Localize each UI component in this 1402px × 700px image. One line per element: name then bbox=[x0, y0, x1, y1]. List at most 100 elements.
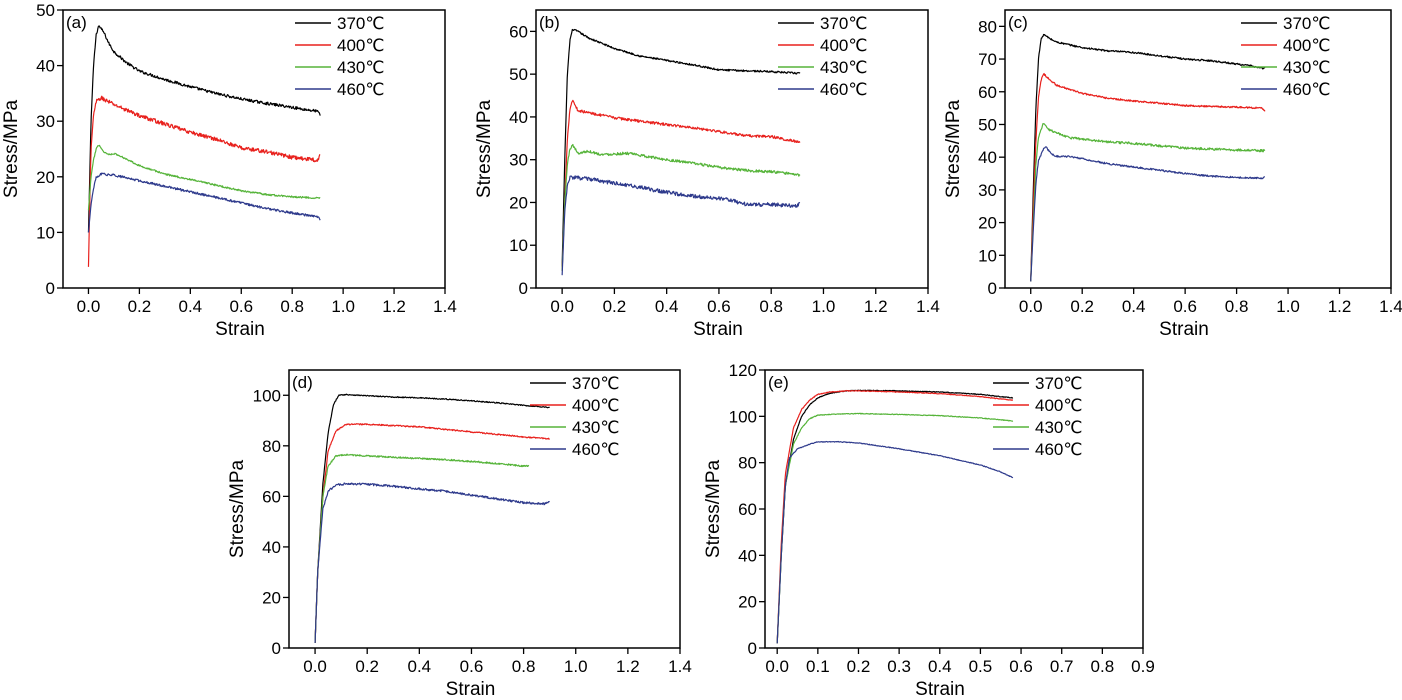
legend-label: 460℃ bbox=[337, 80, 384, 99]
y-tick-label: 20 bbox=[36, 168, 55, 187]
legend-label: 400℃ bbox=[337, 36, 384, 55]
panel-label: (c) bbox=[1008, 13, 1028, 32]
x-axis-title: Strain bbox=[693, 319, 743, 340]
series-line-2 bbox=[1030, 72, 1266, 282]
x-tick-label: 0.6 bbox=[229, 297, 253, 316]
chart-panel-e: 0.0 0.1 0.2 0.3 0.4 0.5 0.6 0.7 0.8 0.9 0 20 40 60 80 1… bbox=[703, 361, 1155, 700]
x-tick-label: 0.0 bbox=[1019, 297, 1043, 316]
y-tick-label: 80 bbox=[738, 454, 757, 473]
chart-panel-a: 0.0 0.2 0.4 0.6 0.8 1.0 1.2 1.4 0 10 20 30 40 50 Strai… bbox=[1, 1, 457, 340]
y-tick-label: 40 bbox=[262, 538, 281, 557]
plot-frame bbox=[764, 369, 1144, 649]
x-axis-title: Strain bbox=[915, 679, 965, 700]
y-tick-label: 70 bbox=[978, 50, 997, 69]
x-tick-label: 1.0 bbox=[812, 297, 836, 316]
series-line-4 bbox=[87, 172, 321, 233]
chart-panel-c: 0.0 0.2 0.4 0.6 0.8 1.0 1.2 1.4 0 10 20 30 40 50 60 70 8… bbox=[943, 9, 1402, 340]
series-line-1 bbox=[561, 28, 801, 267]
x-tick-label: 1.2 bbox=[864, 297, 888, 316]
y-tick-label: 20 bbox=[978, 214, 997, 233]
x-tick-label: 0.8 bbox=[512, 657, 536, 676]
series-line-3 bbox=[314, 453, 530, 643]
y-tick-label: 30 bbox=[978, 181, 997, 200]
plot-frame bbox=[62, 9, 446, 289]
y-tick-label: 30 bbox=[36, 112, 55, 131]
x-tick-label: 0.8 bbox=[759, 297, 783, 316]
x-tick-label: 0.0 bbox=[77, 297, 101, 316]
y-tick-label: 80 bbox=[978, 17, 997, 36]
x-tick-label: 0.6 bbox=[1009, 657, 1033, 676]
y-tick-label: 40 bbox=[509, 108, 528, 127]
x-tick-label: 0.2 bbox=[847, 657, 871, 676]
plot-frame bbox=[288, 369, 681, 649]
y-tick-label: 0 bbox=[272, 639, 281, 658]
plot-frame bbox=[535, 9, 929, 289]
x-tick-label: 1.0 bbox=[331, 297, 355, 316]
x-tick-label: 0.5 bbox=[969, 657, 993, 676]
x-tick-label: 0.4 bbox=[1122, 297, 1146, 316]
y-tick-label: 120 bbox=[729, 361, 757, 380]
y-tick-label: 40 bbox=[36, 57, 55, 76]
series-line-2 bbox=[776, 389, 1014, 644]
y-tick-label: 0 bbox=[46, 279, 55, 298]
x-tick-label: 1.4 bbox=[668, 657, 692, 676]
y-tick-label: 20 bbox=[509, 193, 528, 212]
legend-label: 460℃ bbox=[820, 80, 867, 99]
x-tick-label: 1.4 bbox=[433, 297, 457, 316]
legend-label: 400℃ bbox=[820, 36, 867, 55]
series-line-1 bbox=[776, 389, 1014, 644]
y-tick-label: 20 bbox=[738, 593, 757, 612]
x-tick-label: 0.6 bbox=[1173, 297, 1197, 316]
x-tick-label: 1.2 bbox=[616, 657, 640, 676]
x-tick-label: 0.0 bbox=[765, 657, 789, 676]
x-tick-label: 0.0 bbox=[550, 297, 574, 316]
y-tick-label: 20 bbox=[262, 588, 281, 607]
series-line-1 bbox=[1030, 33, 1266, 282]
x-tick-label: 0.4 bbox=[655, 297, 679, 316]
y-tick-label: 10 bbox=[978, 246, 997, 265]
x-tick-label: 0.1 bbox=[806, 657, 830, 676]
y-tick-label: 60 bbox=[262, 487, 281, 506]
legend-label: 460℃ bbox=[572, 440, 619, 459]
y-tick-label: 50 bbox=[509, 65, 528, 84]
x-tick-label: 0.2 bbox=[603, 297, 627, 316]
legend-label: 430℃ bbox=[572, 418, 619, 437]
legend-label: 370℃ bbox=[1035, 374, 1082, 393]
y-tick-label: 100 bbox=[253, 386, 281, 405]
x-tick-label: 0.0 bbox=[303, 657, 327, 676]
y-tick-label: 10 bbox=[509, 236, 528, 255]
legend-label: 430℃ bbox=[1035, 418, 1082, 437]
legend-label: 400℃ bbox=[1035, 396, 1082, 415]
legend-label: 370℃ bbox=[337, 14, 384, 33]
legend-label: 400℃ bbox=[1283, 36, 1330, 55]
legend-label: 370℃ bbox=[1283, 14, 1330, 33]
x-tick-label: 0.8 bbox=[280, 297, 304, 316]
series-line-3 bbox=[1030, 122, 1266, 282]
series-line-2 bbox=[87, 95, 321, 267]
series-line-4 bbox=[776, 440, 1014, 644]
x-tick-label: 1.0 bbox=[1276, 297, 1300, 316]
series-line-2 bbox=[561, 99, 801, 271]
y-axis-title: Stress/MPa bbox=[1, 99, 22, 198]
series-line-4 bbox=[561, 175, 801, 276]
y-tick-label: 0 bbox=[988, 279, 997, 298]
x-tick-label: 0.4 bbox=[179, 297, 203, 316]
series-line-3 bbox=[87, 144, 321, 211]
legend-label: 370℃ bbox=[820, 14, 867, 33]
x-tick-label: 0.4 bbox=[408, 657, 432, 676]
y-tick-label: 50 bbox=[36, 1, 55, 20]
x-tick-label: 0.9 bbox=[1131, 657, 1155, 676]
x-tick-label: 0.8 bbox=[1091, 657, 1115, 676]
y-tick-label: 50 bbox=[978, 115, 997, 134]
y-tick-label: 0 bbox=[519, 279, 528, 298]
y-tick-label: 80 bbox=[262, 437, 281, 456]
x-tick-label: 1.2 bbox=[382, 297, 406, 316]
chart-panel-d: 0.0 0.2 0.4 0.6 0.8 1.0 1.2 1.4 0 20 40 60 80 100 Stra… bbox=[227, 369, 692, 700]
x-tick-label: 0.8 bbox=[1225, 297, 1249, 316]
legend-label: 400℃ bbox=[572, 396, 619, 415]
legend-label: 430℃ bbox=[820, 58, 867, 77]
x-tick-label: 1.4 bbox=[1379, 297, 1402, 316]
series-line-2 bbox=[314, 423, 550, 643]
x-tick-label: 0.7 bbox=[1050, 657, 1074, 676]
